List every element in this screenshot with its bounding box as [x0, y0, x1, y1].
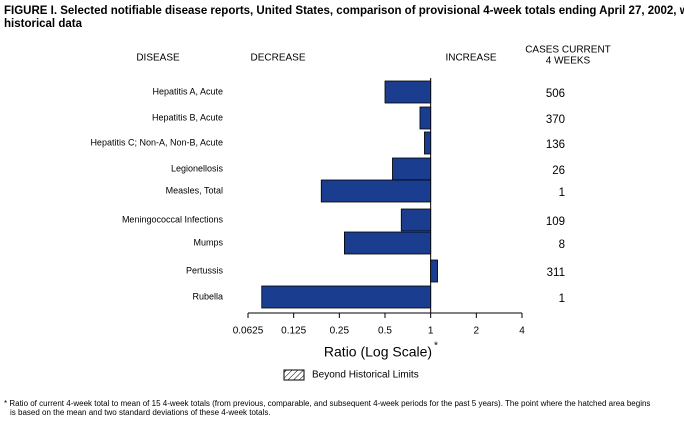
x-tick-label: 0.5 [378, 326, 392, 337]
cases-value: 1 [559, 293, 565, 305]
bar [384, 80, 432, 104]
cases-value: 506 [546, 88, 565, 100]
footnote: * Ratio of current 4-week total to mean … [4, 399, 650, 408]
category-label: Pertussis [186, 265, 224, 275]
category-label: Mumps [193, 237, 223, 247]
cases-value: 109 [546, 216, 565, 228]
cases-value: 8 [559, 239, 565, 251]
legend-label: Beyond Historical Limits [312, 370, 419, 381]
footnote: is based on the mean and two standard de… [10, 408, 271, 417]
x-tick-label: 0.125 [281, 326, 306, 337]
x-tick-label: 4 [519, 326, 525, 337]
bar [400, 208, 432, 232]
bar [424, 131, 432, 155]
x-tick-label: 0.25 [330, 326, 350, 337]
x-tick-label: 2 [474, 326, 480, 337]
x-tick-label: 1 [428, 326, 434, 337]
cases-value: 311 [547, 267, 565, 279]
bar [261, 285, 432, 309]
column-header: INCREASE [445, 53, 496, 64]
column-header: CASES CURRENT [525, 45, 611, 56]
bar [344, 231, 432, 255]
column-header: 4 WEEKS [546, 56, 591, 67]
category-label: Legionellosis [171, 163, 224, 173]
chart-title: historical data [4, 18, 83, 30]
cases-value: 370 [546, 114, 565, 126]
bar [392, 157, 432, 181]
column-header: DECREASE [250, 53, 305, 64]
legend-swatch [283, 369, 305, 381]
category-label: Measles, Total [166, 185, 223, 195]
bar [320, 179, 432, 203]
chart-title: FIGURE I. Selected notifiable disease re… [4, 5, 684, 17]
x-tick-label: 0.0625 [233, 326, 264, 337]
cases-value: 136 [546, 139, 565, 151]
x-axis-label-mark: * [434, 341, 438, 352]
bar [419, 106, 432, 130]
category-label: Hepatitis B, Acute [152, 112, 223, 122]
category-label: Meningococcal Infections [122, 214, 224, 224]
cases-value: 1 [559, 187, 565, 199]
category-label: Hepatitis C; Non-A, Non-B, Acute [90, 137, 223, 147]
category-label: Hepatitis A, Acute [152, 86, 223, 96]
cases-value: 26 [552, 165, 565, 177]
column-header: DISEASE [136, 53, 180, 64]
category-label: Rubella [192, 291, 223, 301]
bar [430, 259, 438, 283]
x-axis-label: Ratio (Log Scale) [324, 344, 432, 360]
